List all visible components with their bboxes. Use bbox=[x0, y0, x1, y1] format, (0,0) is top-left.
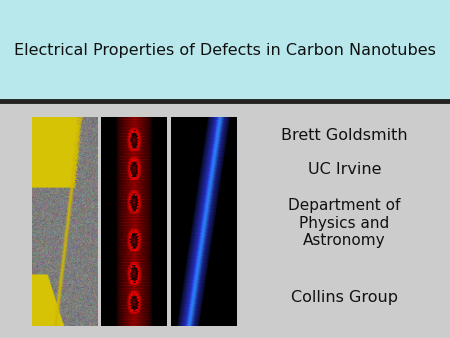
Text: Department of
Physics and
Astronomy: Department of Physics and Astronomy bbox=[288, 198, 400, 248]
Bar bbox=[0, 0, 450, 101]
Text: Collins Group: Collins Group bbox=[291, 290, 398, 305]
Bar bbox=[0, 101, 450, 338]
Text: UC Irvine: UC Irvine bbox=[307, 162, 381, 176]
Text: Brett Goldsmith: Brett Goldsmith bbox=[281, 128, 408, 143]
Text: Electrical Properties of Defects in Carbon Nanotubes: Electrical Properties of Defects in Carb… bbox=[14, 43, 436, 58]
